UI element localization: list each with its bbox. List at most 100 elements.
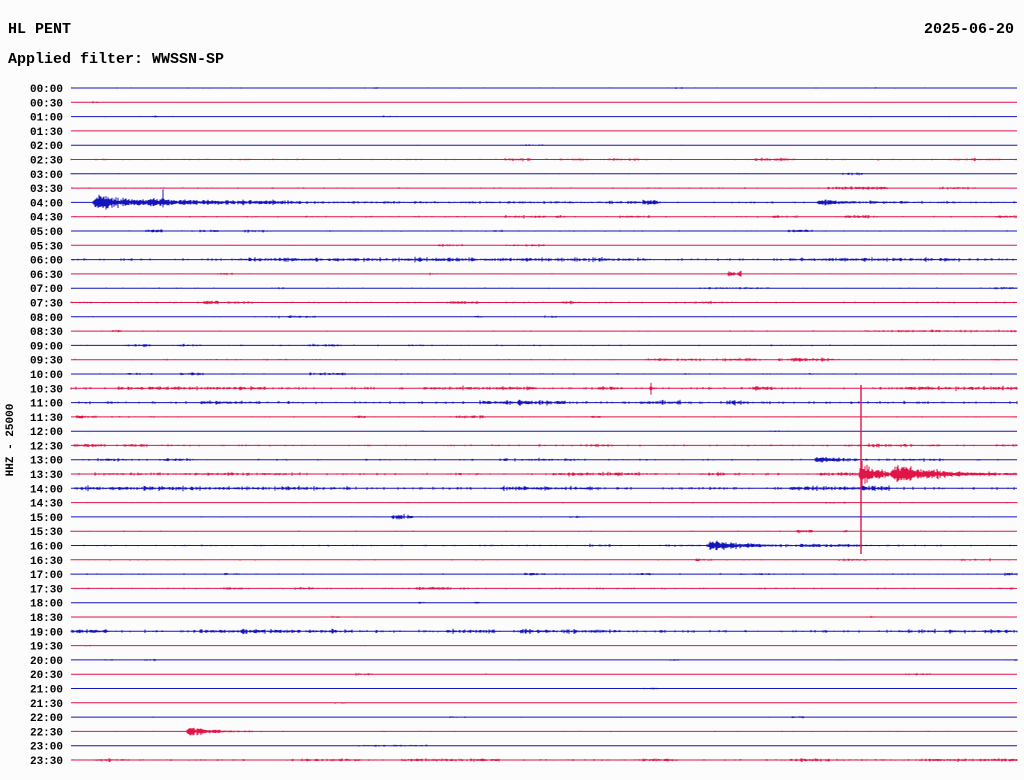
trace-row bbox=[71, 87, 1017, 89]
time-label: 19:00 bbox=[30, 627, 63, 639]
trace-row bbox=[70, 529, 1017, 534]
trace-row bbox=[71, 372, 1017, 376]
trace-row bbox=[71, 244, 1017, 247]
trace-row bbox=[71, 457, 1017, 463]
trace-row bbox=[71, 501, 1018, 504]
trace-row bbox=[71, 687, 1017, 690]
time-label: 14:30 bbox=[30, 499, 63, 511]
time-label: 11:00 bbox=[30, 399, 63, 411]
time-label: 00:30 bbox=[30, 98, 63, 110]
trace-row bbox=[71, 461, 1018, 487]
time-label: 22:00 bbox=[30, 713, 63, 725]
trace-row bbox=[71, 256, 1017, 263]
time-label: 15:30 bbox=[30, 527, 63, 539]
trace-row bbox=[70, 172, 1017, 176]
trace-row bbox=[71, 601, 1017, 604]
trace-row bbox=[70, 382, 1018, 395]
time-label: 06:00 bbox=[30, 256, 63, 268]
trace-row bbox=[71, 673, 1017, 676]
filter-label: Applied filter: WWSSN-SP bbox=[8, 51, 225, 68]
time-label: 18:30 bbox=[30, 613, 63, 625]
trace-row bbox=[71, 644, 1017, 647]
time-label: 19:30 bbox=[30, 642, 63, 654]
time-label: 23:30 bbox=[30, 756, 63, 768]
trace-row bbox=[71, 229, 1017, 233]
trace-row bbox=[71, 343, 1017, 348]
trace-row bbox=[71, 513, 1017, 520]
trace-row bbox=[71, 189, 1017, 210]
time-label: 09:30 bbox=[30, 356, 63, 368]
trace-row bbox=[71, 540, 1018, 551]
time-label: 08:00 bbox=[30, 313, 63, 325]
time-label: 13:30 bbox=[30, 470, 63, 482]
trace-row bbox=[71, 744, 1017, 747]
time-label: 06:30 bbox=[30, 270, 63, 282]
trace-row bbox=[71, 586, 1017, 590]
time-label: 14:00 bbox=[30, 484, 63, 496]
time-label: 08:30 bbox=[30, 327, 63, 339]
trace-row bbox=[71, 658, 1018, 662]
trace-row bbox=[71, 357, 1018, 362]
trace-row bbox=[70, 628, 1018, 635]
trace-row bbox=[71, 485, 1017, 492]
time-label: 20:30 bbox=[30, 670, 63, 682]
trace-row bbox=[71, 329, 1017, 333]
trace-row bbox=[71, 615, 1017, 618]
time-label: 17:00 bbox=[30, 570, 63, 582]
trace-row bbox=[71, 186, 1017, 190]
trace-row bbox=[71, 115, 1017, 118]
trace-row bbox=[71, 286, 1018, 290]
time-label: 23:00 bbox=[30, 742, 63, 754]
time-label: 02:30 bbox=[30, 156, 63, 168]
trace-row bbox=[71, 215, 1017, 219]
trace-row bbox=[71, 315, 1017, 319]
time-label: 01:00 bbox=[30, 113, 63, 125]
trace-row bbox=[70, 572, 1018, 576]
time-label: 16:30 bbox=[30, 556, 63, 568]
time-label: 00:00 bbox=[30, 84, 63, 96]
time-label: 05:00 bbox=[30, 227, 63, 239]
time-label: 05:30 bbox=[30, 241, 63, 253]
time-label: 21:30 bbox=[30, 699, 63, 711]
time-label: 10:30 bbox=[30, 384, 63, 396]
time-label: 03:00 bbox=[30, 170, 63, 182]
time-label: 21:00 bbox=[30, 685, 63, 697]
time-label: 04:30 bbox=[30, 213, 63, 225]
trace-row bbox=[71, 430, 1017, 432]
time-label: 02:00 bbox=[30, 141, 63, 153]
trace-row bbox=[71, 716, 1017, 719]
trace-row bbox=[71, 727, 1018, 736]
trace-row bbox=[70, 300, 1017, 305]
time-label: 07:00 bbox=[30, 284, 63, 296]
time-label: 04:00 bbox=[30, 198, 63, 210]
time-label: 17:30 bbox=[30, 584, 63, 596]
trace-row bbox=[71, 399, 1018, 406]
time-label: 10:00 bbox=[30, 370, 63, 382]
time-label: 01:30 bbox=[30, 127, 63, 139]
station-label: HL PENT bbox=[8, 21, 72, 38]
trace-row bbox=[71, 101, 1017, 104]
time-label: 12:00 bbox=[30, 427, 63, 439]
date-label: 2025-06-20 bbox=[923, 21, 1014, 38]
time-label: 18:00 bbox=[30, 599, 63, 611]
time-label: 11:30 bbox=[30, 413, 63, 425]
trace-row bbox=[71, 702, 1017, 704]
trace-row bbox=[71, 144, 1018, 146]
trace-row bbox=[71, 443, 1018, 448]
trace-row bbox=[71, 270, 1017, 277]
time-label: 16:00 bbox=[30, 542, 63, 554]
time-label: 09:00 bbox=[30, 341, 63, 353]
time-label: 12:30 bbox=[30, 441, 63, 453]
time-label: 20:00 bbox=[30, 656, 63, 668]
trace-row bbox=[70, 157, 1017, 162]
trace-row bbox=[71, 415, 1017, 419]
time-label: 13:00 bbox=[30, 456, 63, 468]
trace-row bbox=[70, 558, 1017, 562]
time-label: 15:00 bbox=[30, 513, 63, 525]
trace-row bbox=[71, 758, 1018, 762]
time-label: 07:30 bbox=[30, 299, 63, 311]
time-label: 22:30 bbox=[30, 727, 63, 739]
time-label: 03:30 bbox=[30, 184, 63, 196]
